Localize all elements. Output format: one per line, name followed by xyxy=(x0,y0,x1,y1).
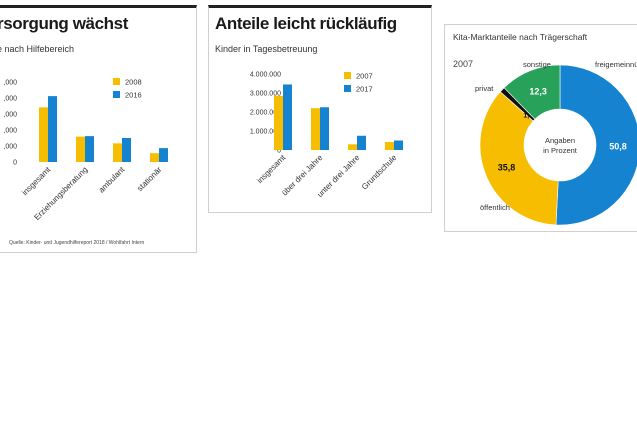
donut-value-label: 12,3 xyxy=(529,86,547,96)
chart-title: rsorgung wächst xyxy=(0,14,128,33)
y-tick-label: 0 xyxy=(277,148,281,155)
chart-title: Kita-Marktanteile nach Trägerschaft xyxy=(453,32,588,42)
chart-subtitle: Kinder in Tagesbetreuung xyxy=(215,44,318,54)
bar-2007 xyxy=(311,108,320,150)
donut-slice-freigemeinnützig xyxy=(555,64,637,226)
y-tick-label: 4.000.000 xyxy=(250,72,281,79)
bar-2016 xyxy=(159,148,168,162)
slice-name-label: öffentlich xyxy=(480,203,510,212)
donut-value-label: 50,8 xyxy=(609,141,627,151)
y-tick-label: ,000 xyxy=(3,80,17,87)
legend-label: 2008 xyxy=(125,78,142,87)
chart-panel-hilfebereich: rsorgung wächst e nach Hilfebereich ,000… xyxy=(0,5,197,253)
legend-label: 2017 xyxy=(356,85,373,94)
bar-2016 xyxy=(48,96,57,162)
x-category-label: Grundschule xyxy=(360,153,399,192)
chart-subtitle: e nach Hilfebereich xyxy=(0,44,75,54)
bar-2016 xyxy=(122,138,131,162)
legend-swatch-2016 xyxy=(113,91,120,98)
bar-2007 xyxy=(274,95,283,150)
donut-slice-sonstige xyxy=(503,64,561,120)
slice-name-label: sonstige xyxy=(523,60,551,69)
x-category-label: insgesamt xyxy=(20,165,53,198)
bar-2008 xyxy=(113,143,122,162)
y-tick-label: 1.000.000 xyxy=(250,129,281,136)
donut-value-label: 1,1 xyxy=(523,113,533,120)
slice-name-label: privat xyxy=(475,84,494,93)
legend-label: 2016 xyxy=(125,91,142,100)
y-tick-label: 3.000.000 xyxy=(250,91,281,98)
bar-2007 xyxy=(348,144,357,150)
bar-2017 xyxy=(357,135,366,150)
y-tick-label: ,000 xyxy=(3,144,17,151)
bar-2017 xyxy=(394,140,403,150)
chart-title: Anteile leicht rückläufig xyxy=(215,14,397,33)
y-tick-label: ,000 xyxy=(3,96,17,103)
chart-panel-tagesbetreuung: Anteile leicht rückläufig Kinder in Tage… xyxy=(208,5,432,213)
bar-2008 xyxy=(76,136,85,162)
legend-swatch-2007 xyxy=(344,72,351,79)
legend-swatch-2017 xyxy=(344,85,351,92)
y-tick-label: 2.000.000 xyxy=(250,110,281,117)
chart-source: Quelle: Kinder- und Jugendhilfereport 20… xyxy=(9,240,145,246)
y-tick-label: 0 xyxy=(13,160,17,167)
bar-2008 xyxy=(39,107,48,162)
donut-center-label: Angaben xyxy=(545,136,575,145)
chart-year: 2007 xyxy=(453,59,474,69)
y-tick-label: ,000 xyxy=(3,128,17,135)
chart-panel-marktanteile: Kita-Marktanteile nach Trägerschaft 2007… xyxy=(444,24,637,232)
x-category-label: insgesamt xyxy=(255,153,288,186)
bar-2008 xyxy=(150,153,159,162)
legend-swatch-2008 xyxy=(113,78,120,85)
bar-chart-tagesbetreuung: 4.000.000 3.000.000 2.000.000 1.000.000 0ins… xyxy=(250,72,403,199)
bar-2016 xyxy=(85,136,94,162)
x-category-label: ambulant xyxy=(97,165,127,195)
x-category-label: stationär xyxy=(135,165,163,193)
slice-name-label: freigemeinnützig xyxy=(595,60,637,69)
legend-label: 2007 xyxy=(356,72,373,81)
bar-2017 xyxy=(320,107,329,150)
donut-value-label: 35,8 xyxy=(498,162,516,172)
bar-2007 xyxy=(385,142,394,150)
donut-slice-öffentlich xyxy=(479,91,559,226)
donut-center-label: in Prozent xyxy=(543,146,578,155)
bar-chart-hilfebereich: ,000,000,000,000,0000insgesamtErziehungs… xyxy=(3,78,168,222)
bar-2017 xyxy=(283,84,292,150)
y-tick-label: ,000 xyxy=(3,112,17,119)
